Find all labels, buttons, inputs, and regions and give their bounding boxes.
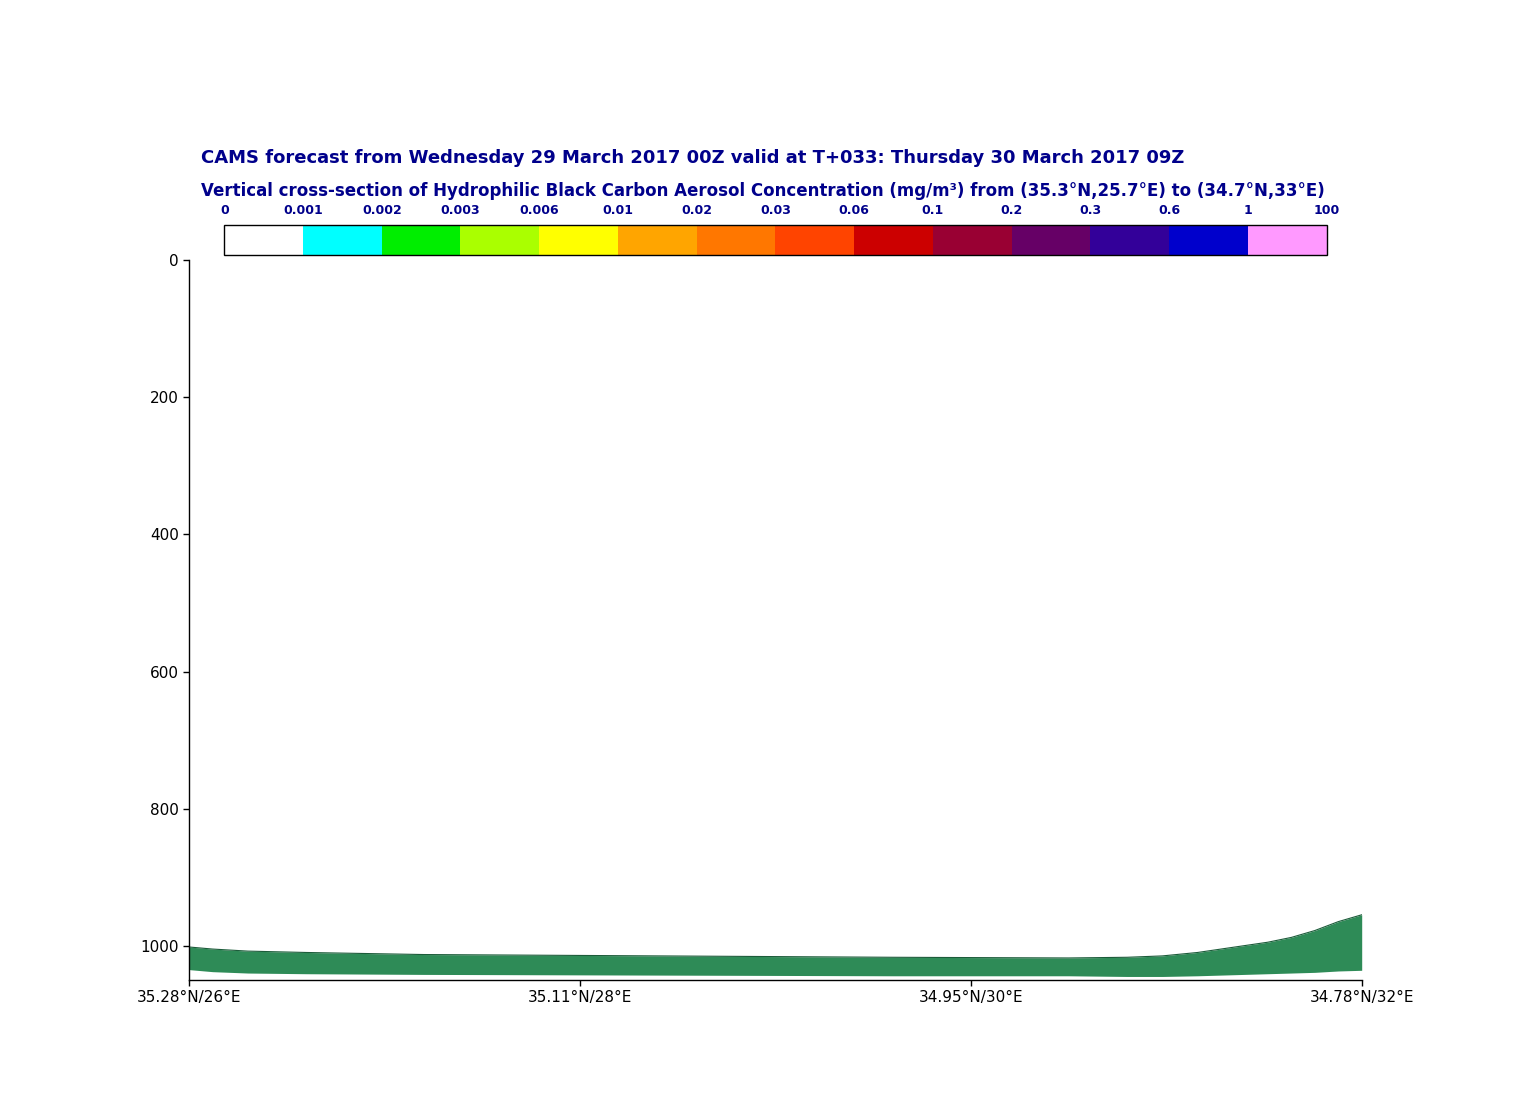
Text: 0.002: 0.002	[362, 204, 401, 217]
Bar	[460, 225, 539, 254]
Text: 0.6: 0.6	[1157, 204, 1180, 217]
Bar	[1012, 225, 1091, 254]
Text: 0.02: 0.02	[681, 204, 713, 217]
Text: 0: 0	[219, 204, 228, 217]
Bar	[934, 225, 1012, 254]
Bar	[539, 225, 617, 254]
Bar	[224, 225, 303, 254]
Bar	[855, 225, 934, 254]
Bar	[303, 225, 381, 254]
Text: 0.01: 0.01	[602, 204, 634, 217]
Bar	[617, 225, 696, 254]
Text: Vertical cross-section of Hydrophilic Black Carbon Aerosol Concentration (mg/m³): Vertical cross-section of Hydrophilic Bl…	[201, 183, 1324, 200]
Text: 0.2: 0.2	[1000, 204, 1023, 217]
Bar	[224, 225, 1327, 254]
Text: 1: 1	[1244, 204, 1253, 217]
Bar	[696, 225, 776, 254]
Bar	[1248, 225, 1327, 254]
Text: 0.03: 0.03	[760, 204, 791, 217]
Bar	[775, 225, 855, 254]
Bar	[1170, 225, 1248, 254]
Text: 0.06: 0.06	[838, 204, 870, 217]
Text: 0.006: 0.006	[519, 204, 558, 217]
Text: 0.3: 0.3	[1079, 204, 1101, 217]
Text: 100: 100	[1313, 204, 1339, 217]
Bar	[381, 225, 460, 254]
Text: 0.003: 0.003	[440, 204, 480, 217]
Text: CAMS forecast from Wednesday 29 March 2017 00Z valid at T+033: Thursday 30 March: CAMS forecast from Wednesday 29 March 20…	[201, 149, 1185, 167]
Bar	[1091, 225, 1170, 254]
Text: 0.001: 0.001	[283, 204, 322, 217]
Text: 0.1: 0.1	[921, 204, 944, 217]
